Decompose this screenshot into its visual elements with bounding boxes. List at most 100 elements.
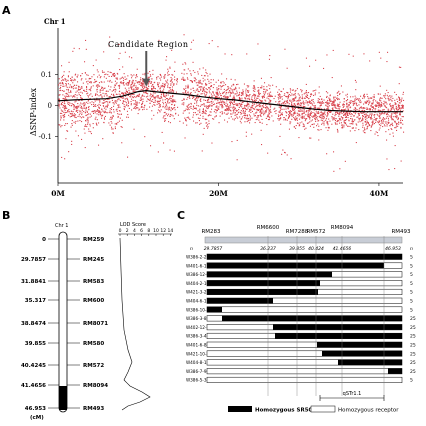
snp-point: [139, 108, 141, 110]
snp-point: [234, 93, 236, 95]
snp-point: [65, 106, 67, 108]
snp-point: [215, 95, 217, 97]
snp-point: [205, 84, 207, 86]
snp-point: [74, 87, 76, 89]
snp-point: [402, 110, 404, 112]
snp-point: [98, 112, 100, 114]
snp-point: [290, 121, 292, 123]
snp-point: [144, 74, 146, 76]
snp-point: [341, 109, 343, 111]
snp-point: [236, 92, 238, 94]
snp-point: [113, 75, 115, 77]
snp-point: [338, 120, 340, 122]
snp-point: [301, 91, 303, 93]
row-n: 5: [410, 299, 413, 305]
snp-point: [201, 86, 203, 88]
snp-point: [133, 91, 135, 93]
snp-point: [274, 111, 276, 113]
snp-point: [313, 123, 315, 125]
snp-point: [378, 122, 380, 124]
snp-point: [279, 96, 281, 98]
snp-point: [73, 80, 75, 82]
snp-point: [160, 79, 162, 81]
snp-point: [314, 112, 316, 114]
panel-a: A Chr 1 ΔSNP-index 0.10-0.1 0M 20M 40M Can…: [2, 4, 405, 198]
snp-point: [386, 125, 388, 127]
snp-point: [157, 82, 159, 84]
snp-point: [315, 120, 317, 122]
snp-point: [395, 94, 397, 96]
snp-point: [241, 116, 243, 118]
snp-point: [94, 81, 96, 83]
snp-point: [152, 94, 154, 96]
snp-point: [140, 99, 142, 101]
snp-point: [224, 53, 226, 55]
snp-point: [241, 99, 243, 101]
snp-point: [107, 104, 109, 106]
snp-point: [240, 122, 242, 124]
snp-point: [254, 100, 256, 102]
snp-point: [363, 103, 365, 105]
snp-point: [390, 128, 392, 130]
n-header: n: [410, 247, 413, 252]
snp-point: [370, 105, 372, 107]
snp-point: [78, 48, 80, 50]
snp-point: [347, 114, 349, 116]
snp-point: [139, 99, 141, 101]
snp-point: [376, 102, 378, 104]
snp-point: [96, 113, 98, 115]
snp-point: [147, 77, 149, 79]
row-id: W386-7-9: [186, 369, 207, 374]
snp-point: [354, 107, 356, 109]
snp-point: [251, 117, 253, 119]
snp-point: [338, 104, 340, 106]
snp-point: [104, 93, 106, 95]
snp-point: [92, 123, 94, 125]
snp-point: [372, 123, 374, 125]
snp-point: [293, 112, 295, 114]
row-id: W386-3-4: [186, 334, 207, 339]
snp-point: [287, 108, 289, 110]
snp-point: [372, 96, 374, 98]
snp-point: [112, 115, 114, 117]
snp-point: [338, 108, 340, 110]
snp-point: [182, 92, 184, 94]
snp-point: [295, 97, 297, 99]
snp-point: [348, 104, 350, 106]
snp-point: [136, 74, 138, 76]
snp-point: [400, 120, 402, 122]
snp-point: [263, 92, 265, 94]
lod-ticks: 0 2 4 6 8 10 12 14: [119, 228, 173, 236]
snp-point: [248, 99, 250, 101]
snp-point: [378, 102, 380, 104]
snp-point: [354, 110, 356, 112]
snp-point: [243, 83, 245, 85]
snp-point: [318, 129, 320, 131]
snp-point: [305, 102, 307, 104]
snp-point: [250, 111, 252, 113]
snp-point: [285, 111, 287, 113]
snp-point: [170, 110, 172, 112]
snp-point: [238, 109, 240, 111]
snp-point: [350, 110, 352, 112]
snp-point: [305, 119, 307, 121]
snp-point: [81, 73, 83, 75]
snp-point: [99, 104, 101, 106]
snp-point: [75, 130, 77, 132]
lod-tick-label: 0: [119, 228, 122, 234]
snp-point: [358, 114, 360, 116]
snp-point: [223, 95, 225, 97]
snp-point: [136, 104, 138, 106]
snp-point: [271, 95, 273, 97]
snp-point: [254, 90, 256, 92]
snp-point: [185, 92, 187, 94]
snp-point: [61, 75, 63, 77]
snp-point: [189, 70, 191, 72]
snp-point: [79, 88, 81, 90]
snp-point: [268, 111, 270, 113]
snp-point: [350, 118, 352, 120]
snp-point: [268, 116, 270, 118]
snp-point: [97, 99, 99, 101]
marker-position: 29.7857: [204, 246, 223, 252]
snp-point: [142, 95, 144, 97]
